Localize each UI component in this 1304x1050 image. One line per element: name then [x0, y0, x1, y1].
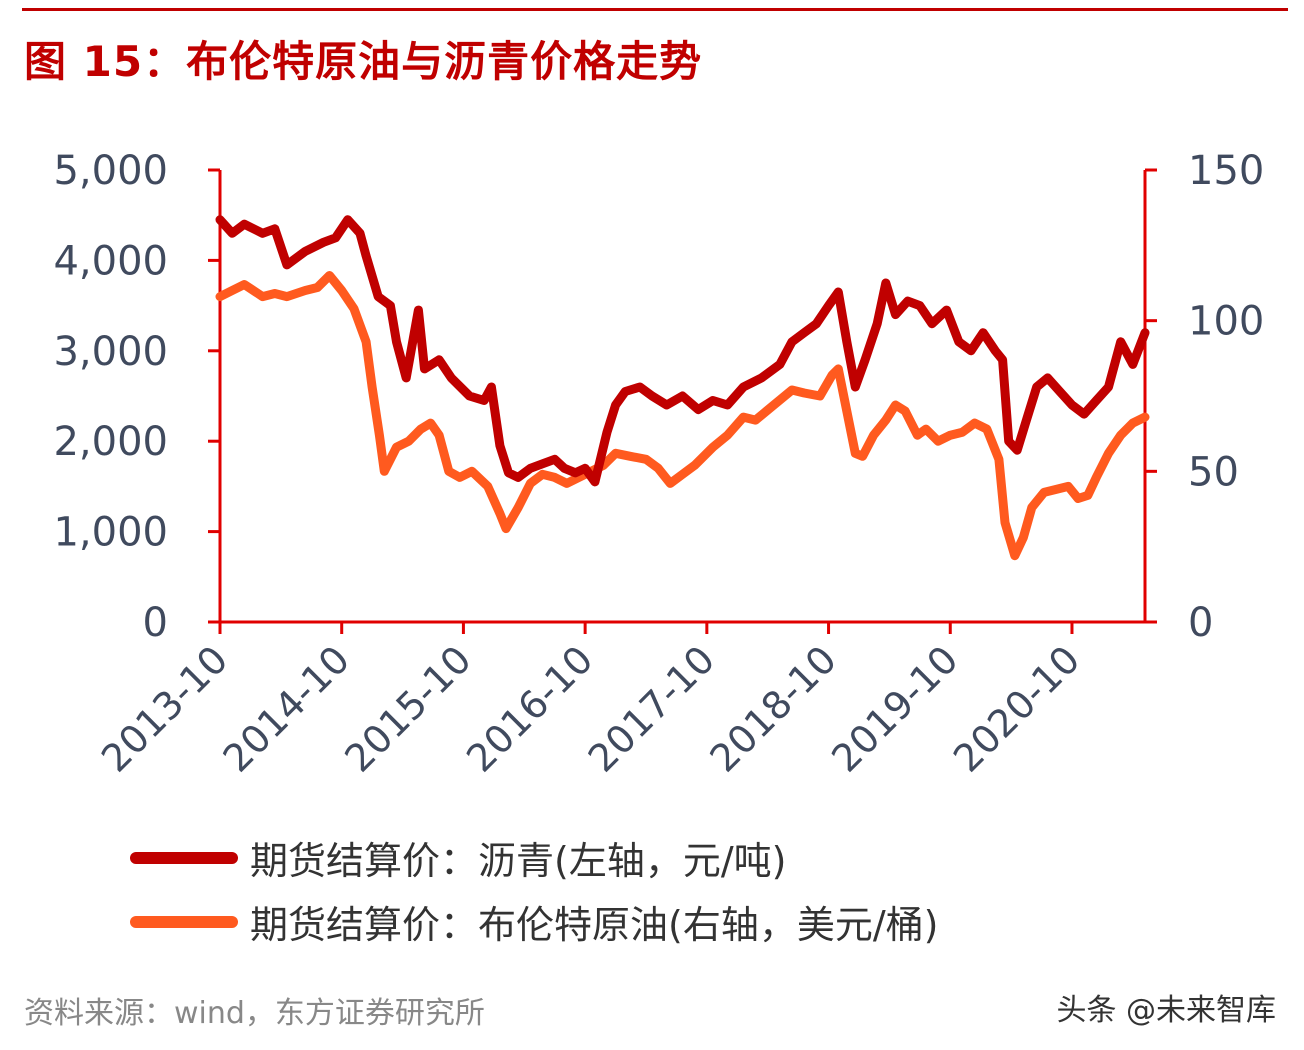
- series-layer: [215, 215, 1150, 561]
- x-tick-label: 2019-10: [823, 637, 966, 780]
- right-tick-label: 50: [1188, 449, 1239, 495]
- source-note: 资料来源：wind，东方证券研究所: [24, 996, 485, 1031]
- x-tick-label: 2013-10: [93, 637, 236, 780]
- x-tick-label: 2018-10: [702, 637, 845, 780]
- right-tick-label: 150: [1188, 148, 1264, 194]
- left-tick-label: 4,000: [53, 238, 168, 284]
- left-tick-label: 2,000: [53, 419, 168, 465]
- left-tick-label: 5,000: [53, 148, 168, 194]
- top-rule: [22, 8, 1288, 11]
- legend-item-brent: 期货结算价：布伦特原油(右轴，美元/桶): [130, 894, 938, 949]
- x-tick-label: 2016-10: [458, 637, 601, 780]
- legend-label-asphalt: 期货结算价：沥青(左轴，元/吨): [250, 839, 787, 883]
- x-tick-label: 2014-10: [215, 637, 358, 780]
- legend-item-asphalt: 期货结算价：沥青(左轴，元/吨): [130, 830, 786, 885]
- chart-title: 图 15：布伦特原油与沥青价格走势: [24, 37, 703, 86]
- legend-swatch-brent: [130, 915, 238, 928]
- watermark: 头条 @未来智库: [1056, 993, 1276, 1028]
- legend-label-brent: 期货结算价：布伦特原油(右轴，美元/桶): [250, 903, 939, 947]
- x-tick-label: 2015-10: [336, 637, 479, 780]
- series-line-asphalt: [215, 215, 1150, 487]
- series-line-brent: [215, 271, 1150, 561]
- x-tick-label: 2017-10: [580, 637, 723, 780]
- legend-swatch-asphalt: [130, 851, 238, 864]
- x-tick-label: 2020-10: [945, 637, 1088, 780]
- left-tick-label: 3,000: [53, 329, 168, 375]
- left-tick-label: 0: [143, 600, 168, 646]
- left-tick-label: 1,000: [53, 510, 168, 556]
- right-tick-label: 0: [1188, 600, 1213, 646]
- right-tick-label: 100: [1188, 299, 1264, 345]
